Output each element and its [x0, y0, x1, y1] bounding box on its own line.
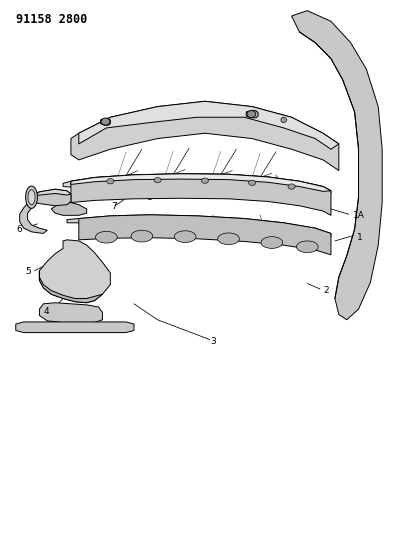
Ellipse shape [288, 184, 295, 189]
Ellipse shape [281, 117, 286, 123]
Ellipse shape [296, 241, 318, 253]
Text: 5: 5 [26, 268, 32, 276]
Polygon shape [16, 322, 134, 333]
Text: 7: 7 [112, 203, 117, 211]
Ellipse shape [107, 179, 114, 184]
Ellipse shape [131, 230, 153, 242]
Polygon shape [292, 11, 382, 320]
Ellipse shape [101, 118, 110, 125]
Ellipse shape [249, 180, 256, 185]
Text: 2: 2 [323, 286, 329, 295]
Polygon shape [79, 215, 331, 255]
Ellipse shape [26, 186, 37, 208]
Polygon shape [32, 189, 71, 206]
Polygon shape [71, 101, 339, 171]
Ellipse shape [174, 231, 196, 243]
Polygon shape [71, 174, 331, 191]
Text: 3: 3 [210, 337, 216, 345]
Polygon shape [32, 189, 71, 197]
Polygon shape [100, 118, 110, 125]
Text: 1A: 1A [353, 212, 364, 220]
Text: 6: 6 [16, 225, 22, 233]
Polygon shape [67, 215, 331, 237]
Ellipse shape [217, 233, 240, 245]
Polygon shape [79, 101, 339, 149]
Polygon shape [246, 110, 258, 118]
Ellipse shape [96, 231, 117, 243]
Ellipse shape [154, 177, 161, 183]
Ellipse shape [28, 190, 35, 205]
Ellipse shape [261, 237, 282, 248]
Polygon shape [39, 303, 102, 322]
Polygon shape [39, 271, 102, 303]
Ellipse shape [201, 178, 208, 183]
Polygon shape [39, 240, 110, 303]
Text: 4: 4 [44, 308, 49, 316]
Polygon shape [71, 174, 331, 215]
Polygon shape [20, 204, 47, 233]
Polygon shape [63, 174, 331, 193]
Polygon shape [51, 203, 87, 215]
Text: 91158 2800: 91158 2800 [16, 13, 87, 26]
Text: 8: 8 [147, 193, 152, 201]
Ellipse shape [247, 110, 256, 117]
Text: 1: 1 [357, 233, 362, 241]
